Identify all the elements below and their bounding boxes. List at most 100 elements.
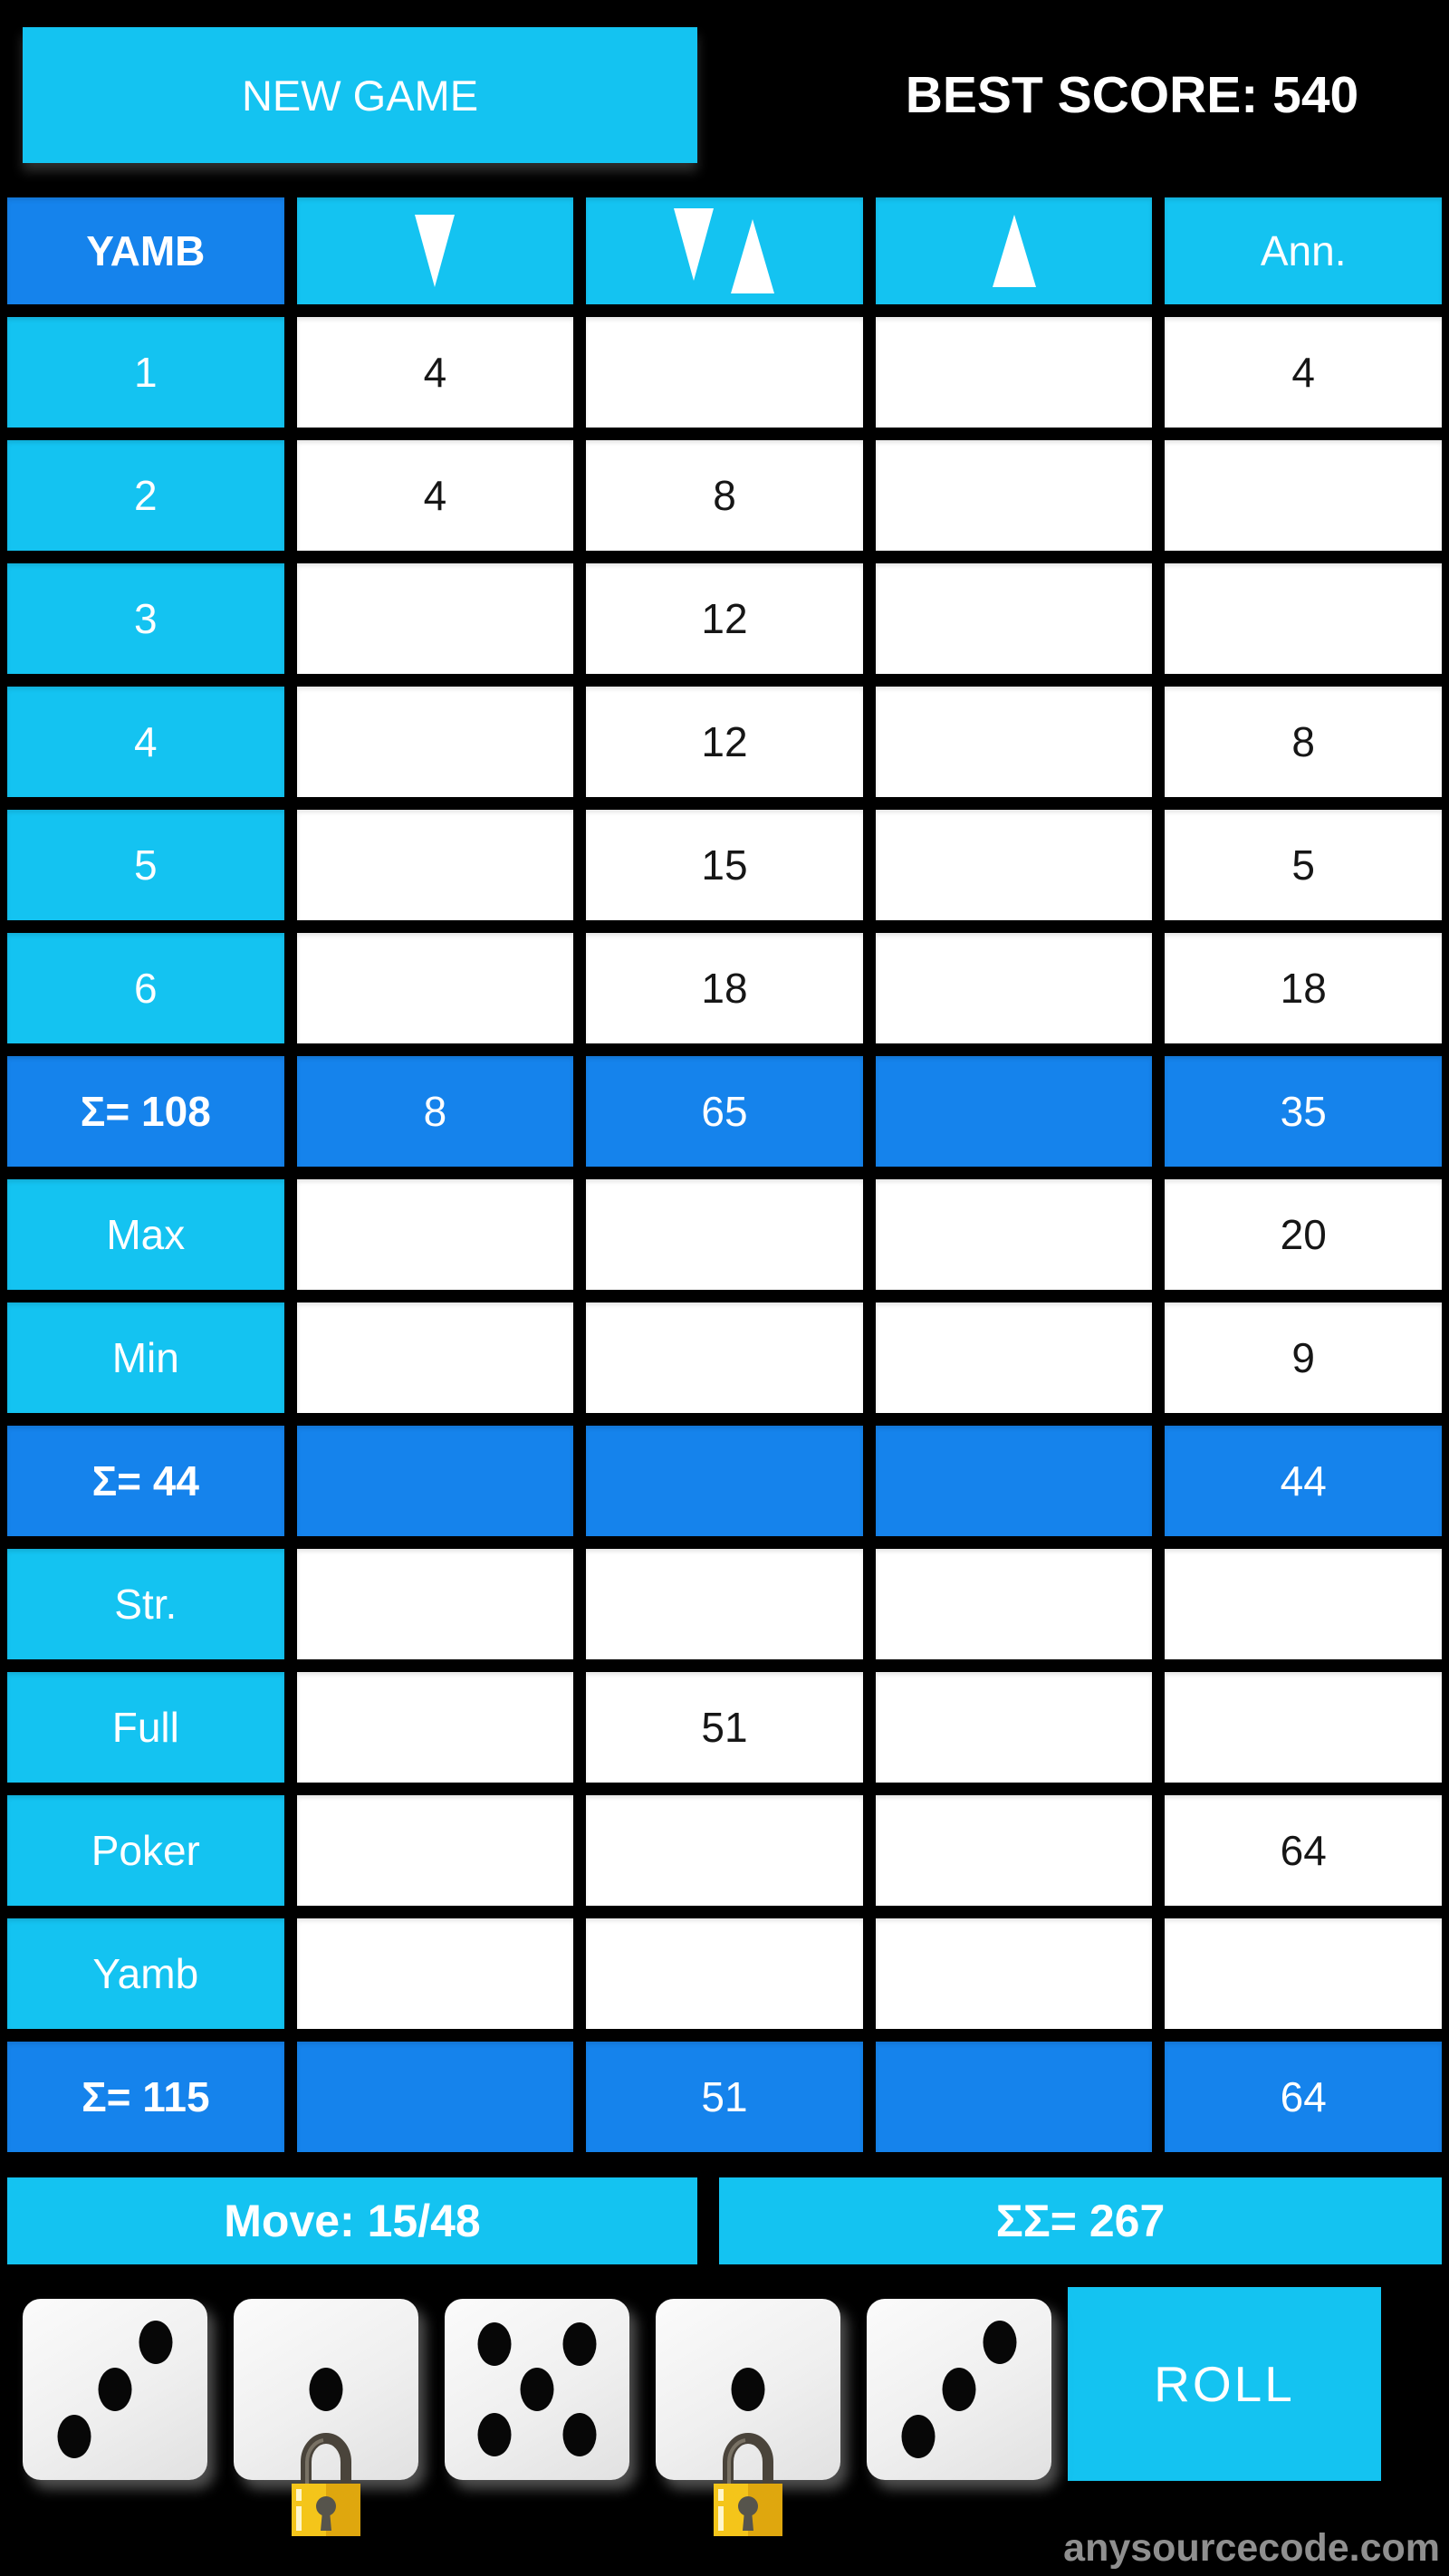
- score-cell-115-up: [875, 2042, 1153, 2152]
- score-cell-3-down[interactable]: [296, 563, 574, 674]
- score-cell-poker-down[interactable]: [296, 1795, 574, 1906]
- grand-total: ΣΣ= 267: [719, 2177, 1442, 2264]
- die-3[interactable]: [445, 2299, 629, 2480]
- score-cell-max-announce[interactable]: 20: [1165, 1179, 1442, 1290]
- score-cell-5-up[interactable]: [875, 810, 1153, 920]
- die-4-locked[interactable]: [656, 2299, 840, 2536]
- score-cell-1-announce[interactable]: 4: [1165, 317, 1442, 428]
- die-pip: [309, 2368, 343, 2411]
- dice-list: [23, 2299, 1051, 2536]
- score-table: YAMB Ann. 1 4 4 2 4 8 3 12 4 12 8 5 15 5 6 18 18 Σ= 108 8 65 3…: [7, 197, 1442, 2152]
- score-cell-4-announce[interactable]: 8: [1165, 687, 1442, 797]
- header-cell-announce: Ann.: [1165, 197, 1442, 304]
- row-label-1: 1: [7, 317, 284, 428]
- sum-row-label-108: Σ= 108: [7, 1056, 284, 1167]
- score-cell-5-down-up[interactable]: 15: [586, 810, 863, 920]
- die-pip: [562, 2322, 597, 2366]
- score-cell-6-up[interactable]: [875, 933, 1153, 1043]
- score-cell-yamb-announce[interactable]: [1165, 1918, 1442, 2029]
- score-cell-max-up[interactable]: [875, 1179, 1153, 1290]
- footer-bars: Move: 15/48 ΣΣ= 267: [7, 2177, 1442, 2264]
- score-cell-poker-up[interactable]: [875, 1795, 1153, 1906]
- die-pip: [983, 2321, 1017, 2364]
- score-cell-3-up[interactable]: [875, 563, 1153, 674]
- die-pip: [98, 2368, 132, 2411]
- score-cell-6-announce[interactable]: 18: [1165, 933, 1442, 1043]
- score-cell-115-announce: 64: [1165, 2042, 1442, 2152]
- die-1[interactable]: [23, 2299, 207, 2480]
- score-cell-full-announce[interactable]: [1165, 1672, 1442, 1783]
- score-cell-2-down-up[interactable]: 8: [586, 440, 863, 551]
- score-cell-max-down-up[interactable]: [586, 1179, 863, 1290]
- score-cell-yamb-down-up[interactable]: [586, 1918, 863, 2029]
- row-label-6: 6: [7, 933, 284, 1043]
- score-cell-108-announce: 35: [1165, 1056, 1442, 1167]
- roll-button[interactable]: ROLL: [1068, 2287, 1381, 2481]
- score-cell-4-down[interactable]: [296, 687, 574, 797]
- score-cell-5-down[interactable]: [296, 810, 574, 920]
- score-cell-yamb-up[interactable]: [875, 1918, 1153, 2029]
- score-cell-6-down[interactable]: [296, 933, 574, 1043]
- score-cell-2-down[interactable]: 4: [296, 440, 574, 551]
- score-cell-poker-down-up[interactable]: [586, 1795, 863, 1906]
- score-cell-poker-announce[interactable]: 64: [1165, 1795, 1442, 1906]
- triangle-down-up-icon: [672, 207, 777, 295]
- row-label-yamb: Yamb: [7, 1918, 284, 2029]
- sum-row-label-44: Σ= 44: [7, 1426, 284, 1536]
- score-cell-min-down[interactable]: [296, 1302, 574, 1413]
- sum-row-label-115: Σ= 115: [7, 2042, 284, 2152]
- row-label-4: 4: [7, 687, 284, 797]
- row-label-2: 2: [7, 440, 284, 551]
- score-cell-5-announce[interactable]: 5: [1165, 810, 1442, 920]
- score-cell-full-up[interactable]: [875, 1672, 1153, 1783]
- die-pip: [477, 2322, 512, 2366]
- row-label-poker: Poker: [7, 1795, 284, 1906]
- score-cell-6-down-up[interactable]: 18: [586, 933, 863, 1043]
- score-cell-44-up: [875, 1426, 1153, 1536]
- score-cell-108-down: 8: [296, 1056, 574, 1167]
- triangle-down-icon: [414, 213, 456, 289]
- score-cell-3-down-up[interactable]: 12: [586, 563, 863, 674]
- die-pip: [731, 2368, 765, 2411]
- score-cell-2-announce[interactable]: [1165, 440, 1442, 551]
- score-cell-2-up[interactable]: [875, 440, 1153, 551]
- new-game-button[interactable]: NEW GAME: [23, 27, 697, 163]
- score-cell-44-down-up: [586, 1426, 863, 1536]
- score-cell-115-down-up: 51: [586, 2042, 863, 2152]
- die-pip: [139, 2321, 173, 2364]
- score-cell-full-down-up[interactable]: 51: [586, 1672, 863, 1783]
- score-cell-4-up[interactable]: [875, 687, 1153, 797]
- die-5[interactable]: [867, 2299, 1051, 2480]
- score-cell-1-down-up[interactable]: [586, 317, 863, 428]
- score-cell-str-announce[interactable]: [1165, 1549, 1442, 1659]
- die-pip: [942, 2368, 976, 2411]
- score-cell-max-down[interactable]: [296, 1179, 574, 1290]
- table-corner-yamb: YAMB: [7, 197, 284, 304]
- die-pip: [520, 2368, 554, 2411]
- score-cell-min-announce[interactable]: 9: [1165, 1302, 1442, 1413]
- score-cell-44-down: [296, 1426, 574, 1536]
- die-pip: [477, 2413, 512, 2456]
- move-counter: Move: 15/48: [7, 2177, 697, 2264]
- score-cell-min-up[interactable]: [875, 1302, 1153, 1413]
- watermark: anysourcecode.com: [1063, 2526, 1440, 2570]
- score-cell-min-down-up[interactable]: [586, 1302, 863, 1413]
- row-label-3: 3: [7, 563, 284, 674]
- die-pip: [57, 2415, 91, 2458]
- score-cell-1-up[interactable]: [875, 317, 1153, 428]
- die-pip: [562, 2413, 597, 2456]
- score-cell-str-down-up[interactable]: [586, 1549, 863, 1659]
- score-cell-3-announce[interactable]: [1165, 563, 1442, 674]
- row-label-min: Min: [7, 1302, 284, 1413]
- score-cell-full-down[interactable]: [296, 1672, 574, 1783]
- row-label-str: Str.: [7, 1549, 284, 1659]
- row-label-full: Full: [7, 1672, 284, 1783]
- score-cell-4-down-up[interactable]: 12: [586, 687, 863, 797]
- score-cell-yamb-down[interactable]: [296, 1918, 574, 2029]
- header-cell-down-up: [586, 197, 863, 304]
- die-2-locked[interactable]: [234, 2299, 418, 2536]
- score-cell-1-down[interactable]: 4: [296, 317, 574, 428]
- header-cell-up: [875, 197, 1153, 304]
- score-cell-str-down[interactable]: [296, 1549, 574, 1659]
- score-cell-str-up[interactable]: [875, 1549, 1153, 1659]
